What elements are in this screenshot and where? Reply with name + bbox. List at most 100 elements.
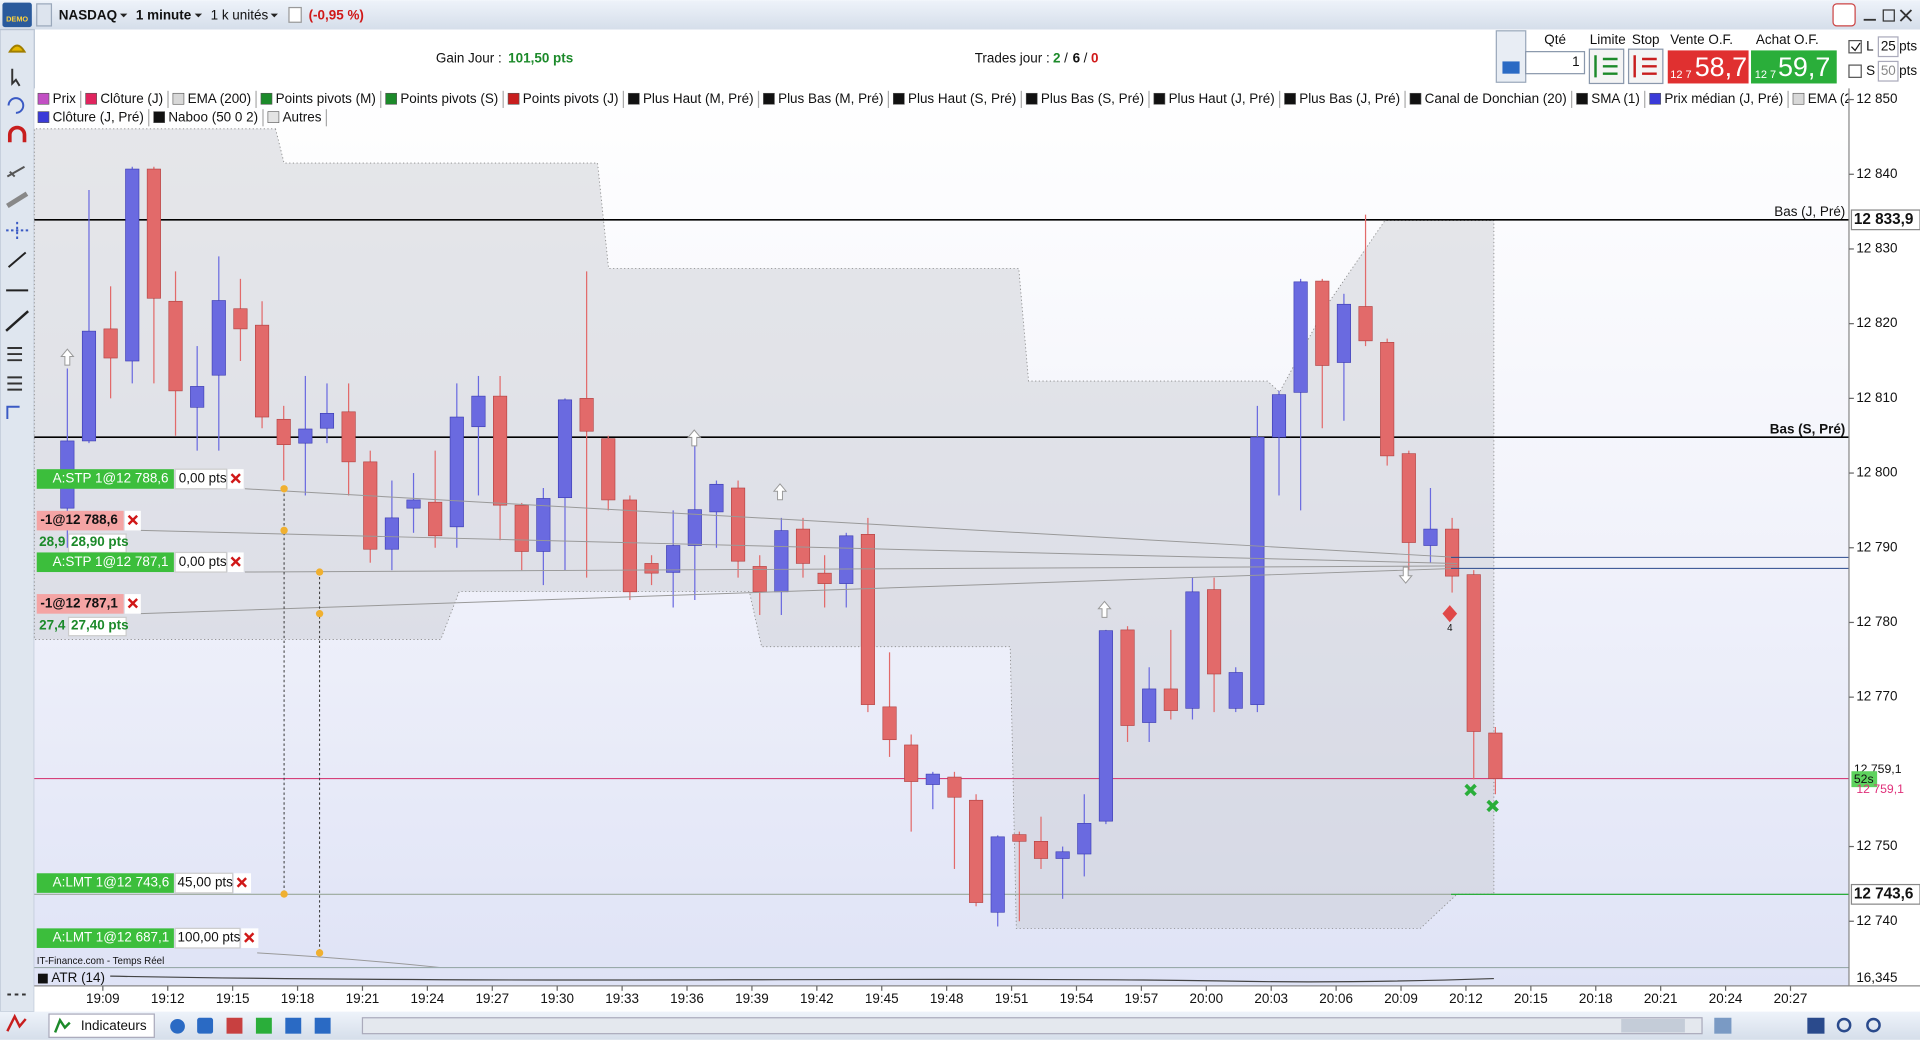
order-pts-box (174, 468, 228, 490)
candle-body (839, 535, 854, 584)
buy-button[interactable] (1751, 50, 1837, 84)
candle-body (146, 168, 161, 299)
indicators-label[interactable]: Indicateurs (81, 1018, 147, 1033)
order-label[interactable]: A:STP 1@12 787,1 (53, 554, 169, 569)
legend-label[interactable]: Naboo (50 0 2) (168, 109, 258, 124)
legend-label[interactable]: Points pivots (S) (400, 91, 498, 106)
trades-label: Trades jour : (975, 51, 1050, 66)
candle-body (276, 418, 291, 445)
position-label[interactable]: -1@12 788,6 (40, 512, 117, 527)
fib-fan-tool[interactable] (7, 376, 23, 391)
maximize[interactable] (1882, 9, 1895, 22)
legend-label[interactable]: Autres (283, 109, 322, 124)
order-label[interactable]: A:LMT 1@12 743,6 (53, 875, 170, 890)
export-button[interactable] (226, 1017, 243, 1034)
candle-body (341, 411, 356, 463)
line-tool[interactable] (5, 310, 29, 332)
calendar-button[interactable] (1714, 1017, 1732, 1034)
candle-body (384, 517, 399, 550)
share-button[interactable] (170, 1018, 185, 1034)
rotate-tool[interactable] (7, 97, 25, 114)
legend-label[interactable]: Plus Bas (M, Pré) (778, 91, 883, 106)
scroll-thumb[interactable] (1621, 1018, 1685, 1033)
order-box[interactable] (36, 552, 174, 573)
layout-button[interactable] (314, 1017, 331, 1034)
demo-badge[interactable] (2, 2, 32, 28)
symbol[interactable]: NASDAQ (59, 8, 117, 23)
magnet-tool[interactable] (7, 125, 27, 143)
short-input[interactable] (1877, 60, 1899, 82)
window-button[interactable] (285, 1017, 302, 1034)
scrollbar[interactable] (361, 1017, 1703, 1035)
tools-button[interactable] (1495, 30, 1527, 83)
legend-label[interactable]: Points pivots (J) (523, 91, 619, 106)
sheet-button[interactable] (255, 1017, 272, 1034)
y-tick-label: 12 840 (1856, 166, 1897, 181)
legend-label[interactable]: Plus Haut (J, Pré) (1169, 91, 1275, 106)
legend-label[interactable]: Canal de Donchian (20) (1425, 91, 1567, 106)
comment-button[interactable] (197, 1017, 214, 1034)
order-box[interactable] (36, 873, 174, 893)
segment-tool[interactable] (7, 251, 27, 268)
candle-body (81, 330, 97, 442)
period[interactable]: 1 minute (136, 8, 192, 23)
position-pnl: 27,4 (39, 617, 66, 632)
long-pts[interactable]: 25 (1881, 38, 1896, 53)
order-drop-line (283, 488, 321, 953)
legend-label[interactable]: Clôture (J, Pré) (53, 109, 144, 124)
sell-button[interactable] (1667, 50, 1749, 84)
order-box[interactable] (36, 928, 174, 948)
short-checkbox[interactable] (1848, 64, 1862, 78)
long-input[interactable] (1877, 36, 1899, 58)
order-box[interactable] (36, 469, 174, 489)
legend-label[interactable]: Plus Bas (J, Pré) (1299, 91, 1400, 106)
short-pts[interactable]: 50 (1881, 63, 1896, 78)
legend-label[interactable]: SMA (1) (1591, 91, 1640, 106)
legend-label[interactable]: Prix médian (J, Pré) (1664, 91, 1783, 106)
indicators-button[interactable] (48, 1013, 155, 1038)
order-label[interactable]: A:LMT 1@12 687,1 (53, 930, 170, 945)
fib-tool[interactable] (7, 346, 23, 362)
crosshair-tool[interactable] (6, 221, 29, 239)
legend-label[interactable]: Plus Bas (S, Pré) (1041, 91, 1144, 106)
position-label[interactable]: -1@12 787,1 (40, 595, 118, 610)
refresh-icon[interactable] (1832, 3, 1856, 27)
units[interactable]: 1 k unités (211, 8, 269, 23)
candle-body (882, 706, 897, 741)
channel-tool[interactable] (6, 405, 20, 419)
qty-input[interactable] (1525, 51, 1586, 75)
legend-label[interactable]: EMA (200) (188, 91, 252, 106)
alert-tool[interactable] (8, 44, 27, 53)
legend-label[interactable]: Prix (53, 91, 76, 106)
position-box[interactable] (36, 594, 124, 614)
long-checkbox[interactable] (1848, 40, 1862, 54)
candle-body (428, 501, 443, 537)
legend-label[interactable]: Plus Haut (M, Pré) (643, 91, 754, 106)
zoom-out[interactable] (1836, 1017, 1852, 1033)
legend-label[interactable]: Plus Haut (S, Pré) (908, 91, 1016, 106)
position-box[interactable] (36, 510, 124, 531)
y-tick-label: 12 790 (1856, 539, 1897, 554)
y-tick-label: 12 750 (1856, 838, 1897, 853)
legend-swatch (85, 92, 97, 105)
ruler-tool[interactable] (6, 191, 29, 208)
legend-label[interactable]: Clôture (J) (100, 91, 163, 106)
toggle[interactable] (36, 3, 53, 27)
x-tick-label: 19:42 (800, 991, 834, 1006)
info-icon[interactable] (288, 6, 302, 23)
legend-label[interactable]: Points pivots (M) (276, 91, 376, 106)
buy-price: 59,7 (1778, 52, 1830, 82)
qty-value[interactable]: 1 (1572, 54, 1579, 69)
zoom-in[interactable] (1866, 1017, 1881, 1033)
close[interactable] (1899, 9, 1913, 22)
order-label[interactable]: A:STP 1@12 788,6 (53, 471, 169, 486)
x-tick-label: 19:48 (930, 991, 964, 1006)
eraser-tool[interactable] (6, 165, 25, 178)
order-dot (315, 610, 324, 618)
x-tick-label: 19:15 (216, 991, 250, 1006)
chart-type-button[interactable] (6, 1013, 27, 1032)
pointer-tool[interactable] (11, 68, 21, 87)
x-tick-label: 19:21 (346, 991, 380, 1006)
zoom-button[interactable] (1807, 1017, 1825, 1034)
